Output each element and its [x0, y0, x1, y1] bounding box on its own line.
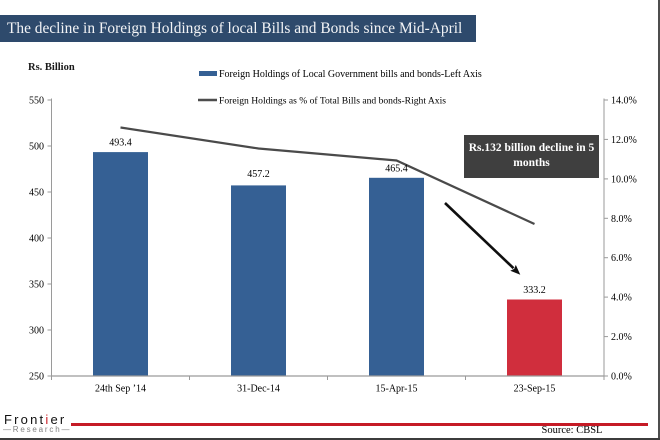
- svg-text:8.0%: 8.0%: [611, 214, 632, 225]
- svg-text:400: 400: [29, 234, 44, 245]
- svg-text:14.0%: 14.0%: [611, 96, 637, 107]
- svg-text:457.2: 457.2: [247, 169, 270, 180]
- svg-text:465.4: 465.4: [385, 163, 408, 174]
- svg-text:300: 300: [29, 326, 44, 337]
- svg-text:24th Sep ’14: 24th Sep ’14: [95, 384, 146, 395]
- svg-text:493.4: 493.4: [109, 138, 132, 149]
- svg-text:23-Sep-15: 23-Sep-15: [514, 384, 556, 395]
- svg-text:12.0%: 12.0%: [611, 135, 637, 146]
- svg-text:Foreign Holdings as % of Total: Foreign Holdings as % of Total Bills and…: [219, 96, 446, 107]
- svg-text:4.0%: 4.0%: [611, 293, 632, 304]
- svg-text:550: 550: [29, 96, 44, 107]
- svg-text:450: 450: [29, 188, 44, 199]
- svg-text:2.0%: 2.0%: [611, 332, 632, 343]
- svg-text:350: 350: [29, 280, 44, 291]
- svg-text:31-Dec-14: 31-Dec-14: [237, 384, 280, 395]
- svg-text:10.0%: 10.0%: [611, 174, 637, 185]
- svg-text:0.0%: 0.0%: [611, 372, 632, 383]
- svg-text:Foreign Holdings of Local Gove: Foreign Holdings of Local Government bil…: [219, 69, 482, 80]
- svg-text:500: 500: [29, 142, 44, 153]
- svg-text:6.0%: 6.0%: [611, 253, 632, 264]
- svg-text:333.2: 333.2: [523, 285, 546, 296]
- svg-text:250: 250: [29, 372, 44, 383]
- svg-text:15-Apr-15: 15-Apr-15: [375, 384, 417, 395]
